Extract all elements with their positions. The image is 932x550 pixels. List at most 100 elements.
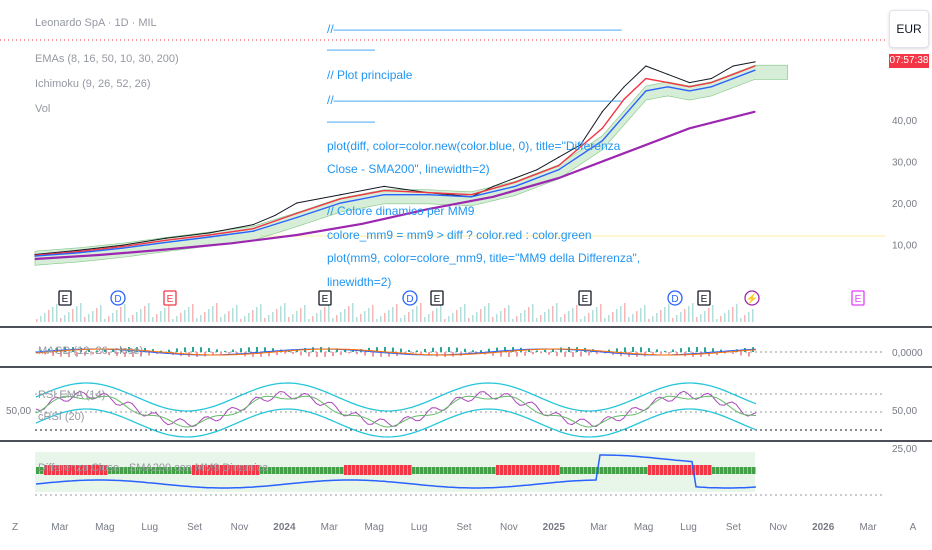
code-overlay-line: // Plot principale xyxy=(327,68,413,82)
x-tick-label: Lug xyxy=(141,522,158,533)
diff-mm9-bar xyxy=(668,465,672,475)
series-point xyxy=(78,252,80,254)
volume-bar xyxy=(516,316,518,322)
code-overlay-line: ———— xyxy=(327,114,375,128)
macd-histogram-bar xyxy=(696,347,698,352)
volume-bar xyxy=(304,305,306,322)
diff-mm9-bar xyxy=(520,465,524,475)
series-point xyxy=(252,228,254,230)
macd-histogram-bar xyxy=(504,347,506,352)
diff-mm9-bar xyxy=(308,467,312,474)
diff-mm9-bar xyxy=(240,465,244,475)
volume-bar xyxy=(524,310,526,322)
diff-mm9-bar xyxy=(624,467,628,474)
volume-bar xyxy=(140,309,142,322)
diff-mm9-bar xyxy=(456,467,460,474)
macd-histogram-bar xyxy=(200,347,202,352)
indicator-label: Vol xyxy=(35,103,50,115)
macd-histogram-bar xyxy=(512,347,514,352)
diff-mm9-bar xyxy=(360,465,364,475)
x-tick-label: Nov xyxy=(500,522,518,533)
macd-histogram-bar xyxy=(652,352,654,356)
diff-mm9-bar xyxy=(396,465,400,475)
volume-bar xyxy=(436,308,438,322)
volume-bar xyxy=(192,304,194,322)
diff-mm9-bar xyxy=(172,467,176,474)
event-marker xyxy=(430,290,444,306)
diff-mm9-bar xyxy=(248,465,252,475)
indicator-label: EMAs (8, 16, 50, 10, 30, 200) xyxy=(35,53,179,65)
macd-histogram-bar xyxy=(384,347,386,352)
diff-mm9-bar xyxy=(480,467,484,474)
diff-mm9-bar xyxy=(124,467,128,474)
series-point xyxy=(121,244,123,246)
volume-bar xyxy=(604,318,606,322)
series-point xyxy=(688,82,691,84)
currency-button[interactable]: EUR xyxy=(889,10,929,48)
volume-bar xyxy=(612,312,614,322)
volume-bar xyxy=(244,316,246,322)
macd-histogram-bar xyxy=(252,352,254,357)
volume-bar xyxy=(284,303,286,322)
volume-bar xyxy=(268,315,270,322)
volume-bar xyxy=(664,307,666,322)
code-overlay-line: plot(diff, color=color.new(color.blue, 0… xyxy=(327,139,621,153)
volume-bar xyxy=(536,318,538,322)
volume-bar xyxy=(736,304,738,322)
diff-mm9-bar xyxy=(488,467,492,474)
macd-histogram-bar xyxy=(428,352,430,356)
volume-bar xyxy=(660,310,662,322)
x-tick-label: Nov xyxy=(231,522,249,533)
diff-mm9-bar xyxy=(424,467,428,474)
volume-bar xyxy=(488,303,490,322)
volume-bar xyxy=(616,309,618,322)
diff-mm9-bar xyxy=(612,467,616,474)
volume-bar xyxy=(396,304,398,322)
diff-mm9-bar xyxy=(344,465,348,475)
series-point xyxy=(558,169,560,171)
volume-bar xyxy=(216,303,218,322)
volume-bar xyxy=(364,311,366,322)
diff-mm9-bar xyxy=(548,465,552,475)
volume-bar xyxy=(500,311,502,322)
volume-bar xyxy=(92,311,94,322)
diff-mm9-bar xyxy=(92,465,96,475)
macd-histogram-bar xyxy=(672,349,674,352)
macd-histogram-bar xyxy=(216,349,218,352)
series-point xyxy=(514,185,516,187)
series-point xyxy=(645,90,647,92)
volume-bar xyxy=(360,314,362,322)
x-tick-label: Set xyxy=(726,522,741,533)
event-marker-label: E xyxy=(582,294,589,305)
diff-mm9-bar xyxy=(552,465,556,475)
volume-bar xyxy=(64,315,66,322)
macd-histogram-bar xyxy=(656,349,658,352)
macd-histogram-bar xyxy=(440,347,442,352)
macd-histogram-bar xyxy=(420,352,422,355)
diff-mm9-bar xyxy=(204,465,208,475)
diff-mm9-bar xyxy=(340,467,344,474)
volume-bar xyxy=(564,314,566,322)
series-point xyxy=(165,241,167,244)
macd-histogram-bar xyxy=(708,352,710,357)
diff-mm9-bar xyxy=(40,467,44,474)
macd-histogram-bar xyxy=(308,352,310,357)
macd-signal-line xyxy=(35,348,757,356)
macd-histogram-bar xyxy=(480,350,482,352)
series-point xyxy=(165,237,167,239)
diff-label: Differenza Close - SMA200 con MM9 Dinami… xyxy=(38,462,269,474)
event-marker xyxy=(163,290,177,306)
diff-mm9-bar xyxy=(608,467,612,474)
macd-histogram-bar xyxy=(448,347,450,352)
rsi-label: RSI EMA (14) xyxy=(38,389,105,401)
diff-mm9-bar xyxy=(288,467,292,474)
volume-bar xyxy=(52,307,54,322)
series-point xyxy=(732,65,734,67)
diff-mm9-bar xyxy=(620,467,624,474)
diff-mm9-bar xyxy=(132,467,136,474)
diff-mm9-bar xyxy=(448,467,452,474)
macd-histogram-bar xyxy=(292,352,294,354)
volume-bar xyxy=(260,304,262,322)
diff-mm9-bar xyxy=(432,467,436,474)
volume-bar xyxy=(168,305,170,322)
